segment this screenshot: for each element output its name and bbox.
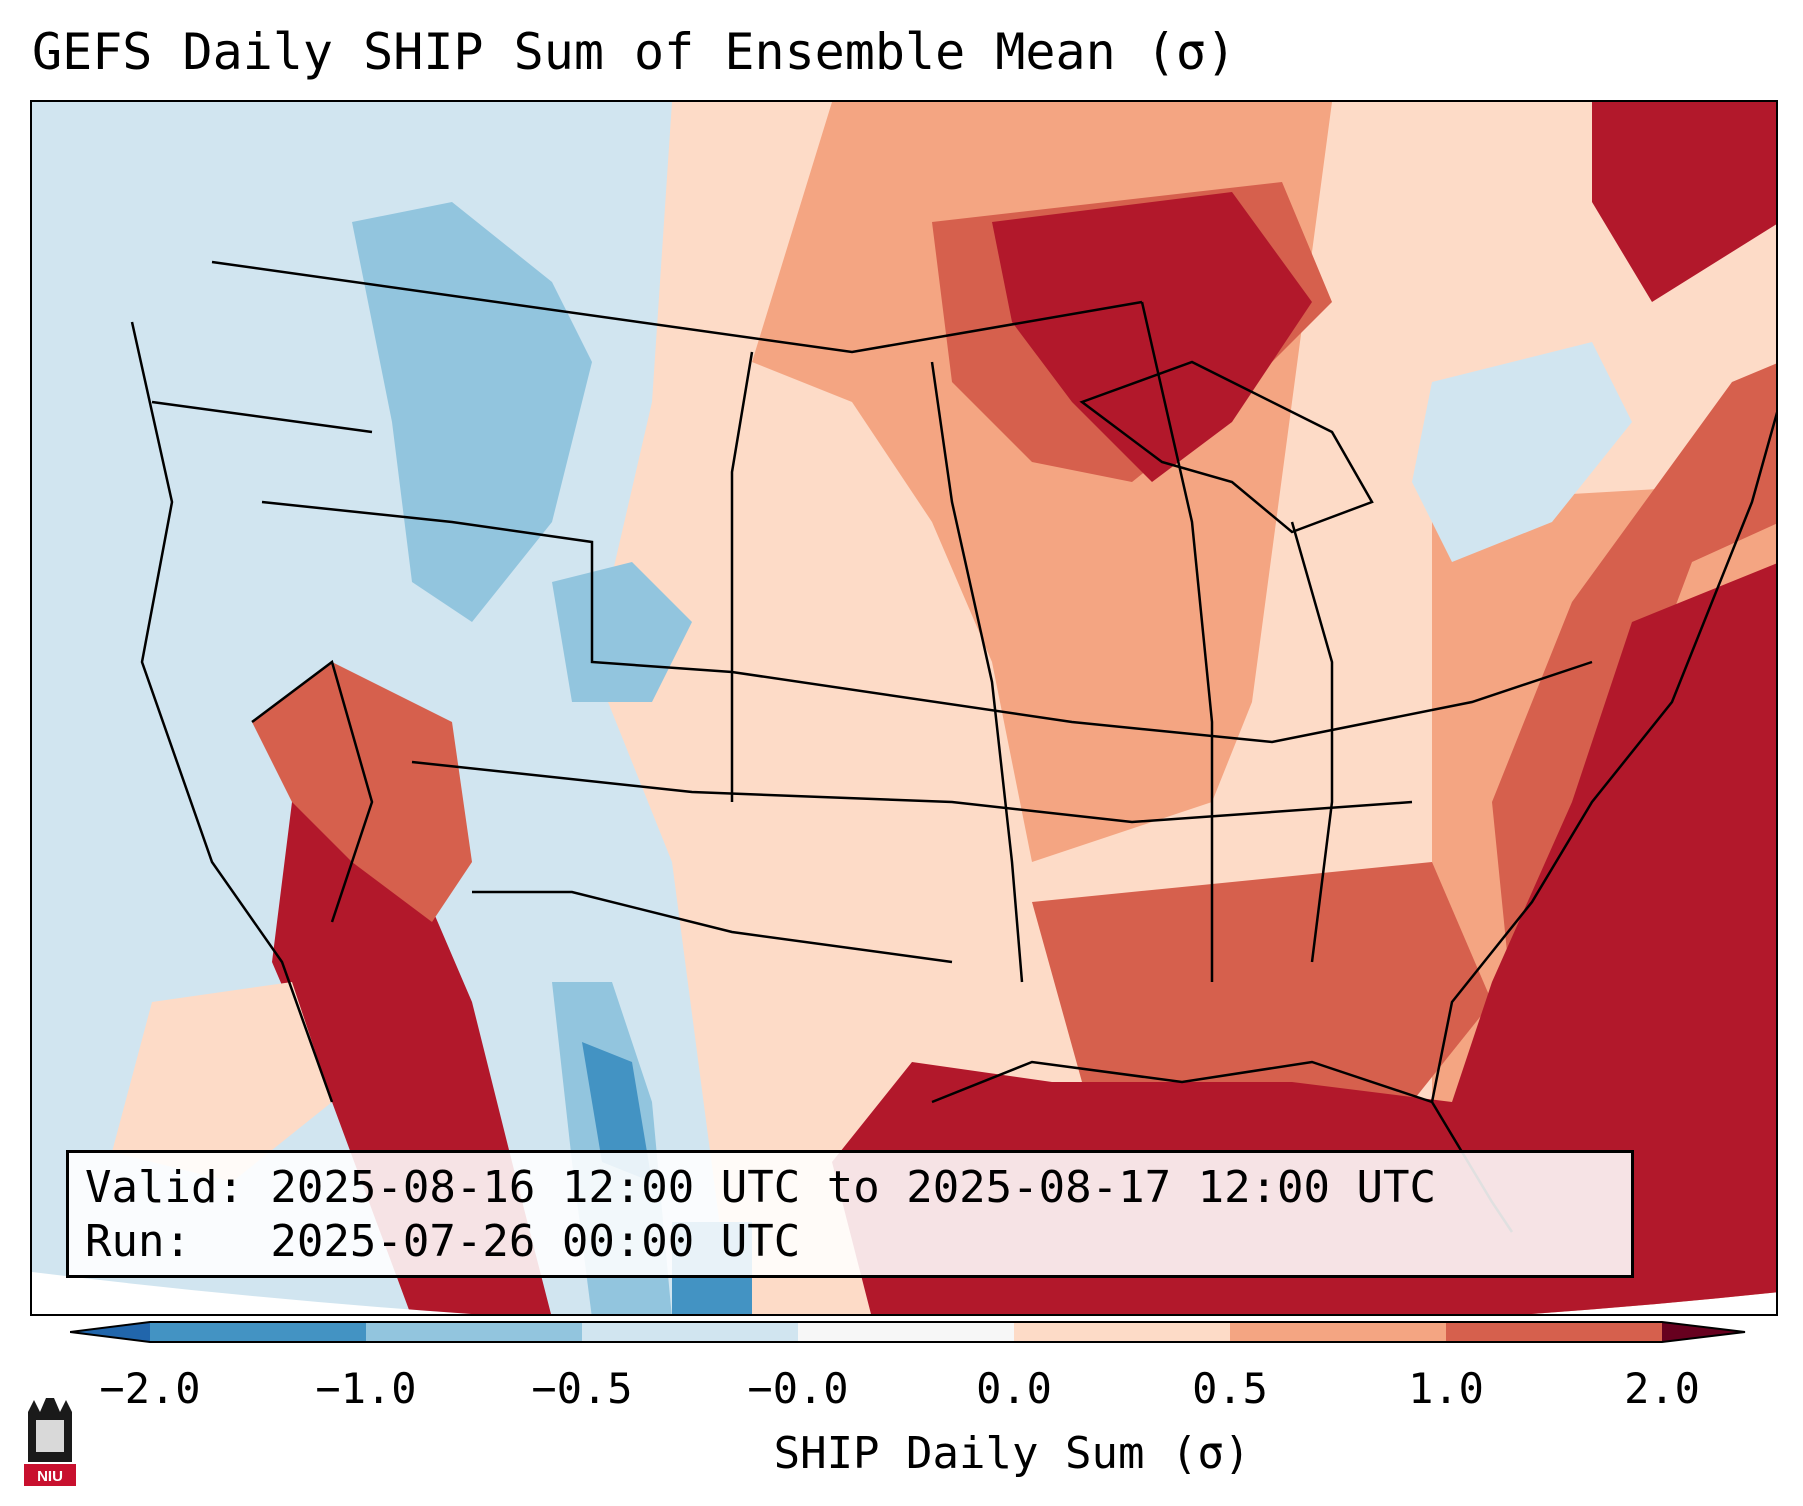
field-red-southwest: [252, 662, 472, 922]
field-dark-red-gulf-atlantic: [832, 562, 1776, 1314]
colorbar-under-arrow: [70, 1322, 150, 1342]
field-light-orange-pacific: [112, 982, 332, 1182]
boundary-lines: [130, 260, 1776, 1233]
field-light-blue-northeast: [1412, 342, 1632, 562]
pacific-coastline: [130, 321, 334, 1103]
valid-run-info-box: Valid: 2025-08-16 12:00 UTC to 2025-08-1…: [66, 1150, 1634, 1278]
canada-border: [211, 260, 1143, 354]
colorbar-segment: [1446, 1322, 1662, 1342]
logo-text: NIU: [37, 1468, 63, 1485]
anomaly-field: [32, 102, 1776, 1314]
state-boundary-line: [930, 361, 1024, 983]
state-boundary-line: [1290, 521, 1334, 963]
map-title: GEFS Daily SHIP Sum of Ensemble Mean (σ): [32, 23, 1237, 81]
valid-time-text: Valid: 2025-08-16 12:00 UTC to 2025-08-1…: [85, 1162, 1437, 1213]
state-boundary-line: [472, 890, 953, 964]
state-boundary-line: [730, 351, 754, 802]
state-boundary-line: [411, 760, 1413, 824]
colorbar-segment: [366, 1322, 582, 1342]
field-dark-red-lakes: [992, 192, 1312, 482]
great-lakes-outline: [1079, 360, 1374, 534]
state-boundary-line: [251, 659, 374, 923]
colorbar-tick-label: 1.0: [1408, 1364, 1484, 1413]
map-area: [30, 100, 1778, 1316]
state-boundary-line: [151, 400, 373, 434]
colorbar-tick-label: 0.5: [1192, 1364, 1268, 1413]
colorbar-over-arrow: [1662, 1322, 1745, 1342]
colorbar-segment: [1014, 1322, 1230, 1342]
colorbar-segment: [1230, 1322, 1446, 1342]
colorbar-tick-label: −0.5: [531, 1364, 633, 1413]
map-svg: [32, 102, 1776, 1314]
colorbar-segment: [582, 1322, 798, 1342]
logo-banner: [24, 1464, 76, 1486]
colorbar-tick-label: 2.0: [1624, 1364, 1700, 1413]
colorbar-tick-label: 0.0: [976, 1364, 1052, 1413]
field-red-southeast: [1032, 862, 1492, 1102]
field-dark-red-northeast: [1592, 102, 1776, 302]
colorbar-tick-label: −2.0: [99, 1364, 201, 1413]
niu-logo: NIU: [24, 1398, 76, 1486]
field-deep-blue-mexico: [582, 1042, 652, 1182]
colorbar-tick-label: −0.0: [747, 1364, 849, 1413]
colorbar-outline: [70, 1321, 1746, 1343]
colorbar-segment: [150, 1322, 366, 1342]
logo-window-grid: [36, 1420, 64, 1452]
state-boundary-line: [1140, 301, 1214, 982]
atlantic-coastline: [1430, 411, 1776, 1103]
colorbar-segment: [798, 1322, 1014, 1342]
run-time-text: Run: 2025-07-26 00:00 UTC: [85, 1216, 801, 1267]
colorbar-tick-label: −1.0: [315, 1364, 417, 1413]
colorbar-label: SHIP Daily Sum (σ): [773, 1428, 1251, 1479]
colorbar: [70, 1321, 1746, 1343]
